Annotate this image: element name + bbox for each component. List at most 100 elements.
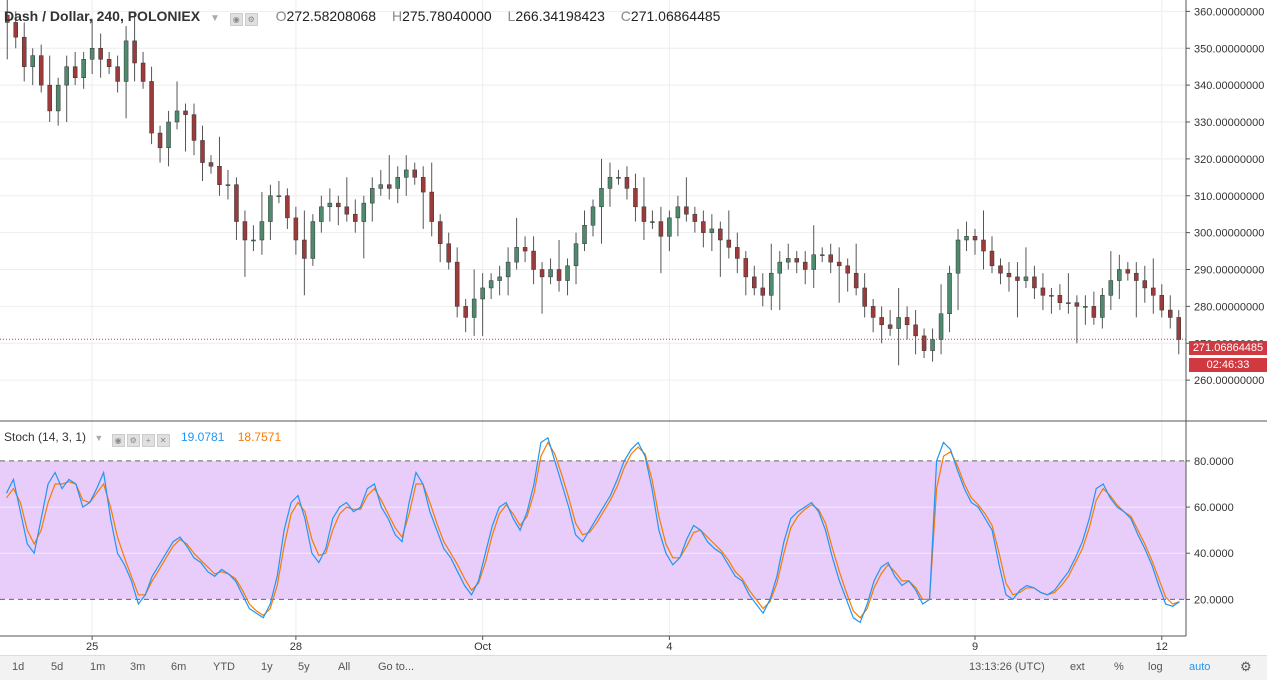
candle	[616, 169, 621, 185]
candle	[89, 18, 95, 75]
stoch-pane-grid	[0, 460, 1186, 600]
chevron-down-icon[interactable]: ▼	[209, 13, 220, 24]
candle-body	[446, 243, 451, 263]
candle	[1032, 265, 1037, 299]
candle	[1023, 247, 1029, 288]
gear-icon[interactable]: ⚙	[244, 13, 258, 26]
time-axis[interactable]: 2528Oct49121619232629Nov	[86, 636, 1267, 653]
candle	[633, 173, 638, 222]
candle-body	[123, 40, 129, 82]
candle-body	[735, 247, 740, 259]
range-button-1d[interactable]: 1d	[12, 661, 25, 673]
candle	[1074, 295, 1080, 344]
candle	[531, 236, 536, 285]
candle-body	[879, 317, 884, 326]
candle	[319, 195, 324, 233]
range-button-1y[interactable]: 1y	[261, 661, 273, 673]
candle	[123, 26, 129, 119]
chevron-down-icon[interactable]: ▼	[94, 433, 104, 443]
candle	[1125, 262, 1131, 281]
candle	[786, 243, 791, 270]
candle-body	[38, 55, 44, 86]
time-axis-tick-label: Oct	[474, 641, 491, 653]
candle-body	[802, 261, 808, 270]
candle-body	[106, 59, 112, 67]
candle	[217, 136, 222, 196]
candle-body	[480, 287, 485, 300]
range-button-1m[interactable]: 1m	[90, 661, 106, 673]
stoch-title[interactable]: Stoch (14, 3, 1)	[4, 430, 87, 444]
range-button-all[interactable]: All	[338, 661, 351, 673]
candle	[1108, 251, 1114, 311]
candle-body	[845, 265, 850, 274]
symbol-title[interactable]: Dash / Dollar, 240, POLONIEX	[4, 8, 201, 24]
candle	[183, 103, 188, 152]
candle	[471, 269, 477, 336]
candle	[225, 169, 231, 200]
price-axis-tick-label: 320.00000000	[1194, 154, 1264, 166]
stoch-k-line	[5, 436, 1180, 624]
candle	[1040, 273, 1046, 311]
high-value: 275.78040000	[402, 8, 492, 24]
open-value: 272.58208068	[286, 8, 377, 24]
stoch-band-fill	[0, 460, 1186, 600]
candle-body	[726, 239, 732, 248]
ext-toggle[interactable]: ext	[1070, 661, 1085, 673]
goto-button[interactable]: Go to...	[378, 661, 415, 673]
candle	[675, 195, 681, 237]
candle-body	[81, 59, 86, 78]
range-button-ytd[interactable]: YTD	[213, 661, 235, 673]
main-price-axis[interactable]: 260.00000000270.00000000280.00000000290.…	[1186, 6, 1264, 387]
candle-body	[361, 202, 367, 222]
auto-toggle[interactable]: auto	[1189, 661, 1211, 673]
gear-icon[interactable]: ⚙	[126, 434, 140, 447]
candle-body	[115, 66, 120, 82]
candle	[21, 22, 27, 82]
candle	[709, 214, 715, 252]
candle	[539, 262, 545, 314]
candle-body	[692, 213, 698, 222]
candle	[268, 184, 273, 240]
candle-body	[208, 162, 214, 167]
price-axis-tick-label: 280.00000000	[1194, 301, 1264, 313]
candle-body	[327, 202, 333, 208]
candle-body	[650, 221, 655, 223]
log-toggle[interactable]: log	[1148, 661, 1163, 673]
candle-body	[378, 184, 384, 189]
price-axis-tick-label: 300.00000000	[1194, 228, 1264, 240]
candle-body	[718, 228, 723, 241]
candle	[1066, 273, 1071, 314]
plus-icon[interactable]: +	[141, 434, 155, 447]
candle	[760, 273, 766, 307]
range-button-6m[interactable]: 6m	[171, 661, 187, 673]
candle	[590, 199, 596, 237]
candle	[981, 210, 986, 270]
eye-icon[interactable]: ◉	[229, 13, 243, 26]
candle	[548, 258, 553, 285]
candle	[1006, 262, 1012, 292]
percent-toggle[interactable]: %	[1114, 661, 1124, 673]
candle	[845, 258, 850, 292]
candle-body	[1083, 306, 1088, 308]
candle	[259, 192, 265, 255]
candle	[777, 251, 783, 311]
candle	[913, 310, 918, 355]
chart-canvas[interactable]: 260.00000000270.00000000280.00000000290.…	[0, 0, 1267, 655]
range-button-5y[interactable]: 5y	[298, 661, 310, 673]
candle-body	[1176, 317, 1182, 340]
range-button-3m[interactable]: 3m	[130, 661, 146, 673]
candle-body	[4, 14, 10, 23]
stoch-axis-tick-label: 60.0000	[1194, 502, 1234, 514]
price-axis-tick-label: 290.00000000	[1194, 265, 1264, 277]
stoch-d-line	[6, 441, 1180, 619]
stoch-value-axis[interactable]: 20.0000 40.0000 60.0000 80.0000	[1186, 456, 1234, 606]
candle-body	[344, 206, 350, 215]
candle-body	[166, 121, 171, 149]
candle-body	[641, 206, 647, 222]
gear-icon[interactable]: ⚙	[1240, 659, 1252, 674]
stoch-lines	[5, 436, 1180, 624]
eye-icon[interactable]: ◉	[111, 434, 125, 447]
close-icon[interactable]: ✕	[156, 434, 170, 447]
range-button-5d[interactable]: 5d	[51, 661, 64, 673]
candle	[921, 328, 927, 358]
